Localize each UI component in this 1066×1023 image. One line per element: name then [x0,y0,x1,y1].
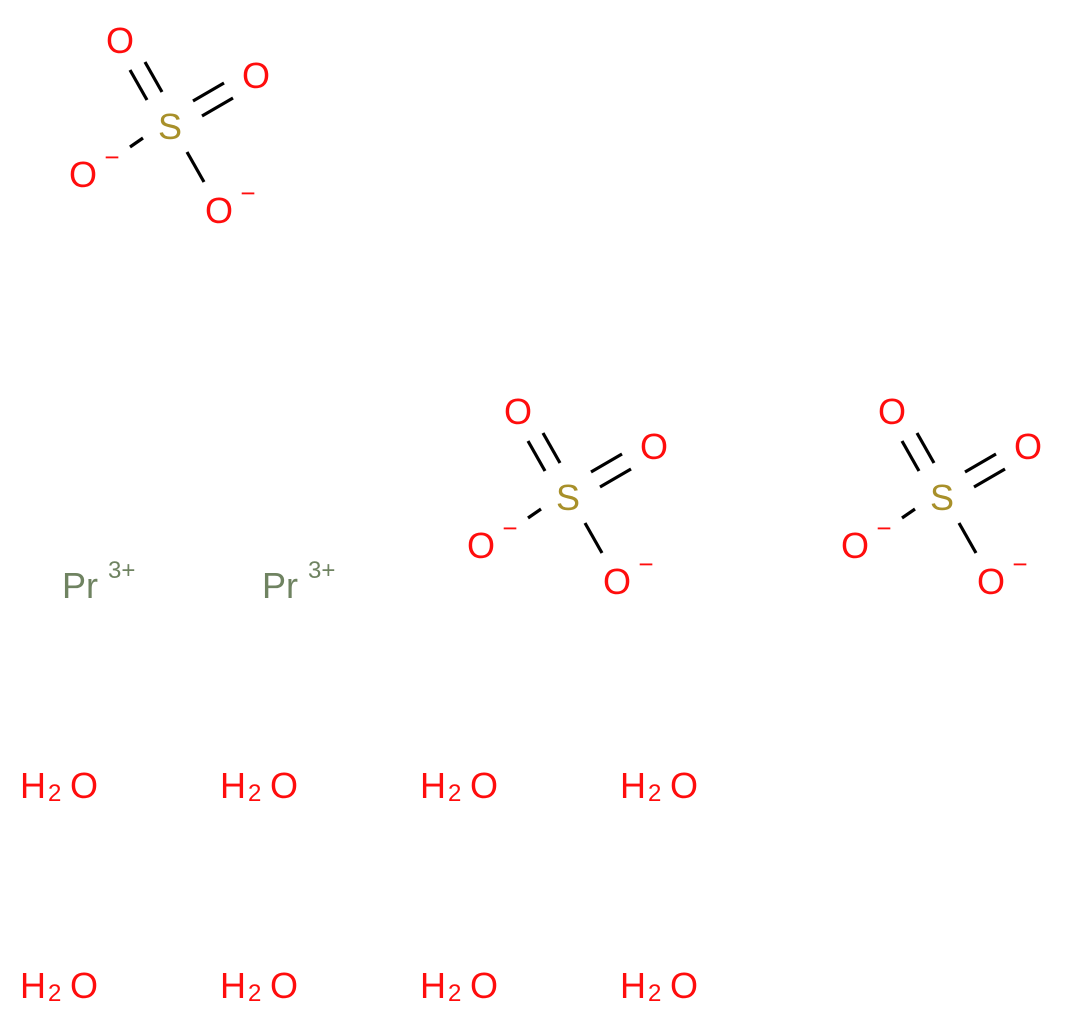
bond-line [590,452,623,474]
subscript-2: 2 [248,780,261,807]
oxygen-atom: O [106,20,134,61]
oxygen-atom: O [242,55,270,96]
hydrogen-symbol: H [620,765,646,806]
subscript-2: 2 [48,780,61,807]
praseodymium-cation: Pr 3+ [262,557,335,606]
bond-line [973,467,1006,489]
bond-line [964,452,997,474]
oxygen-atom: O [603,561,631,602]
bond-line [599,467,632,489]
bond-line [915,432,936,464]
oxygen-symbol: O [270,965,298,1006]
negative-charge: − [104,142,119,172]
cation-charge: 3+ [108,557,135,584]
oxygen-symbol: O [270,765,298,806]
hydrogen-symbol: H [20,765,46,806]
negative-charge: − [502,513,517,543]
hydrogen-symbol: H [420,965,446,1006]
hydrogen-symbol: H [20,965,46,1006]
negative-charge: − [876,513,891,543]
oxygen-atom: O [1014,426,1042,467]
bond-line [192,81,225,103]
bond-line [143,61,164,93]
subscript-2: 2 [448,980,461,1007]
hydrogen-symbol: H [420,765,446,806]
oxygen-atom: O [878,391,906,432]
oxygen-atom: O [841,525,869,566]
bond-line [957,522,978,554]
oxygen-atom: O [977,561,1005,602]
oxygen-symbol: O [670,965,698,1006]
bond-line [541,432,562,464]
bond-line [583,522,604,554]
subscript-2: 2 [648,780,661,807]
bond-line [527,507,542,520]
bond-line [185,151,206,183]
oxygen-symbol: O [70,965,98,1006]
oxygen-atom: O [467,525,495,566]
praseodymium-cation: Pr 3+ [62,557,135,606]
sulfur-atom: S [556,477,580,518]
negative-charge: − [1012,549,1027,579]
bond-line [201,96,234,118]
negative-charge: − [240,178,255,208]
sulfur-atom: S [930,477,954,518]
subscript-2: 2 [248,980,261,1007]
oxygen-symbol: O [670,765,698,806]
oxygen-atom: O [69,154,97,195]
hydrogen-symbol: H [620,965,646,1006]
oxygen-atom: O [504,391,532,432]
oxygen-atom: O [640,426,668,467]
oxygen-symbol: O [470,765,498,806]
subscript-2: 2 [448,780,461,807]
oxygen-symbol: O [470,965,498,1006]
oxygen-symbol: O [70,765,98,806]
sulfur-atom: S [158,106,182,147]
praseodymium-symbol: Pr [62,565,98,606]
praseodymium-symbol: Pr [262,565,298,606]
bond-line [900,440,921,472]
bond-line [128,69,149,101]
bond-line [901,507,916,520]
hydrogen-symbol: H [220,965,246,1006]
subscript-2: 2 [48,980,61,1007]
oxygen-atom: O [205,190,233,231]
bond-line [129,136,144,149]
negative-charge: − [638,549,653,579]
bond-line [526,440,547,472]
hydrogen-symbol: H [220,765,246,806]
cation-charge: 3+ [308,557,335,584]
subscript-2: 2 [648,980,661,1007]
